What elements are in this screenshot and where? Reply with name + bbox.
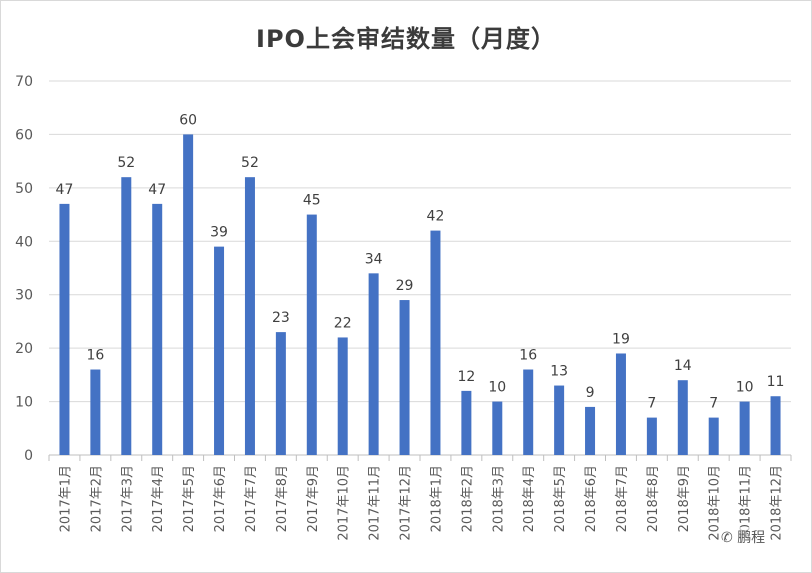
x-tick-label: 2017年1月 [58, 465, 73, 532]
x-tick-label: 2017年4月 [151, 465, 166, 532]
bar [152, 203, 163, 455]
x-tick-label: 2017年11月 [368, 465, 383, 541]
watermark: ✆ 鹏程 [719, 527, 768, 547]
data-label: 47 [148, 182, 166, 198]
x-tick-label: 2018年7月 [615, 465, 630, 532]
bar [368, 273, 379, 455]
bar [739, 401, 750, 455]
wechat-icon: ✆ [721, 530, 733, 546]
data-label: 47 [56, 182, 74, 198]
bar [523, 369, 534, 455]
bar [708, 417, 719, 455]
x-tick-label: 2017年8月 [275, 465, 290, 532]
data-label: 9 [586, 385, 595, 401]
data-label: 10 [736, 380, 754, 396]
data-label: 19 [612, 331, 630, 347]
bar [59, 203, 70, 455]
data-label: 52 [117, 155, 135, 171]
x-tick-label: 2017年12月 [399, 465, 414, 541]
x-tick-label: 2018年8月 [646, 465, 661, 532]
x-tick-label: 2018年2月 [460, 465, 475, 532]
x-tick-label: 2017年6月 [213, 465, 228, 532]
x-tick-label: 2017年2月 [89, 465, 104, 532]
x-tick-label: 2018年1月 [429, 465, 444, 532]
bar [214, 246, 225, 455]
bar [430, 230, 441, 455]
bar [646, 417, 657, 455]
y-tick-label: 0 [24, 448, 33, 464]
y-tick-label: 30 [15, 288, 33, 304]
bar [306, 214, 317, 455]
x-tick-label: 2018年11月 [739, 465, 754, 541]
x-tick-label: 2017年9月 [306, 465, 321, 532]
bar [585, 406, 596, 455]
y-tick-label: 50 [15, 181, 33, 197]
x-tick-label: 2017年3月 [120, 465, 135, 532]
x-tick-label: 2018年3月 [491, 465, 506, 532]
x-tick-label: 2018年12月 [770, 465, 785, 541]
bar [121, 177, 132, 455]
data-label: 39 [210, 225, 228, 241]
bar [554, 385, 565, 455]
y-tick-label: 10 [15, 395, 33, 411]
bar [461, 390, 472, 455]
bar [492, 401, 503, 455]
data-label: 7 [647, 396, 656, 412]
x-tick-label: 2017年10月 [337, 465, 352, 541]
y-tick-label: 20 [15, 341, 33, 357]
x-tick-label: 2018年10月 [708, 465, 723, 541]
data-label: 16 [86, 348, 104, 364]
data-label: 22 [334, 315, 352, 331]
x-tick-label: 2018年5月 [553, 465, 568, 532]
bar [615, 353, 626, 455]
data-label: 52 [241, 155, 259, 171]
data-label: 60 [179, 112, 197, 128]
x-tick-label: 2018年6月 [584, 465, 599, 532]
data-label: 34 [365, 251, 383, 267]
chart-title: IPO上会审结数量（月度） [256, 25, 556, 53]
data-label: 45 [303, 193, 321, 209]
y-tick-label: 70 [15, 74, 33, 90]
bar [770, 396, 781, 455]
watermark-text: 鹏程 [737, 530, 766, 546]
x-tick-label: 2018年4月 [522, 465, 537, 532]
data-label: 23 [272, 310, 290, 326]
data-label: 42 [427, 209, 445, 225]
x-tick-label: 2018年9月 [677, 465, 692, 532]
bar [90, 369, 101, 455]
data-label: 16 [519, 348, 537, 364]
data-label: 11 [767, 374, 785, 390]
data-label: 7 [709, 396, 718, 412]
bar [244, 177, 255, 455]
bar [337, 337, 348, 455]
data-label: 14 [674, 358, 692, 374]
bar [399, 300, 410, 455]
y-tick-label: 40 [15, 234, 33, 250]
data-label: 13 [550, 364, 568, 380]
x-tick-label: 2017年5月 [182, 465, 197, 532]
data-label: 12 [457, 369, 475, 385]
data-label: 10 [488, 380, 506, 396]
x-tick-label: 2017年7月 [244, 465, 259, 532]
bar [183, 134, 194, 455]
data-label: 29 [396, 278, 414, 294]
y-tick-label: 60 [15, 127, 33, 143]
bar [677, 380, 688, 455]
bar [275, 332, 286, 455]
